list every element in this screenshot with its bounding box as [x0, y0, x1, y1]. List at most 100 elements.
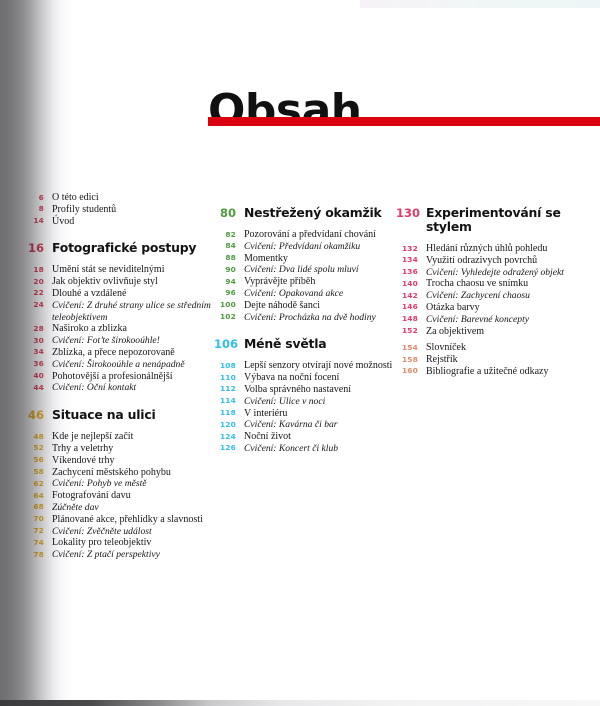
- toc-entry[interactable]: 88 Momentky: [214, 253, 394, 265]
- toc-entry[interactable]: 158 Rejstřík: [396, 354, 596, 366]
- toc-entry[interactable]: 124 Noční život: [214, 431, 394, 443]
- toc-entry[interactable]: 148 Cvičení: Barevné koncepty: [396, 314, 596, 326]
- toc-entry[interactable]: 102 Cvičení: Procházka na dvě hodiny: [214, 312, 394, 324]
- toc-entry[interactable]: 100 Dejte náhodě šanci: [214, 300, 394, 312]
- toc-section: 16 Fotografické postupy 18 Umění stát se ne…: [22, 241, 214, 394]
- toc-entry[interactable]: 74 Lokality pro teleobjektiv: [22, 537, 214, 549]
- toc-entry[interactable]: 120 Cvičení: Kavárna či bar: [214, 419, 394, 431]
- toc-entry-title: Cvičení: Pohyb ve městě: [52, 478, 147, 490]
- toc-entry-title: Bibliografie a užitečné odkazy: [426, 365, 549, 377]
- toc-entry-title: V interiéru: [244, 407, 288, 419]
- toc-section: 106 Méně světla 108 Lepší senzory otvírají …: [214, 337, 394, 454]
- toc-entry[interactable]: 6 O této edici: [22, 192, 214, 204]
- toc-entry[interactable]: 110 Výbava na noční focení: [214, 372, 394, 384]
- toc-entry-page-number: 62: [33, 478, 44, 488]
- toc-entry[interactable]: 84 Cvičení: Předvídaní okamžiku: [214, 241, 394, 253]
- toc-entry[interactable]: 70 Plánované akce, přehlídky a slavnosti: [22, 514, 214, 526]
- toc-entry[interactable]: 140 Trocha chaosu ve snímku: [396, 278, 596, 290]
- toc-entry-title: Využití odrazivych povrchů: [426, 254, 538, 266]
- toc-entry[interactable]: 72 Cvičení: Zvěčněte událost: [22, 526, 214, 538]
- toc-section-title: Experimentování se stylem: [426, 205, 561, 234]
- toc-entry-page-number: 44: [33, 382, 44, 392]
- toc-entry-title: Výbava na noční focení: [244, 372, 340, 384]
- toc-entry[interactable]: 152 Za objektivem: [396, 326, 596, 338]
- toc-entry[interactable]: 134 Využití odrazivych povrchů: [396, 255, 596, 267]
- toc-entry-page-number: 160: [401, 366, 418, 376]
- toc-entry[interactable]: 58 Zachycení městského pohybu: [22, 467, 214, 479]
- toc-section-heading[interactable]: 46 Situace na ulici: [22, 408, 214, 422]
- toc-entry-page-number: 126: [219, 443, 236, 453]
- toc-entry-title: Úvod: [52, 215, 75, 227]
- toc-entry[interactable]: 34 Zblízka, a přece nepozorovaně: [22, 347, 214, 359]
- toc-entry[interactable]: 48 Kde je nejlepší začít: [22, 431, 214, 443]
- toc-entry[interactable]: 52 Trhy a veletrhy: [22, 443, 214, 455]
- toc-entry-title: Cvičení: Procházka na dvě hodiny: [244, 311, 376, 323]
- toc-entry[interactable]: 40 Pohotovější a profesionálnější: [22, 371, 214, 383]
- toc-entry-title: Dejte náhodě šanci: [244, 299, 321, 311]
- toc-entry[interactable]: 8 Profily studentů: [22, 204, 214, 216]
- toc-entry[interactable]: 136 Cvičení: Vyhledejte odražený objekt: [396, 267, 596, 279]
- toc-entry[interactable]: 28 Naširoko a zblizka: [22, 323, 214, 335]
- toc-entry[interactable]: 142 Cvičení: Zachycení chaosu: [396, 290, 596, 302]
- toc-entry-page-number: 40: [33, 371, 44, 381]
- toc-section-heading[interactable]: 130 Experimentování se stylem: [396, 206, 596, 234]
- toc-entry-title: Cvičení: Ulice v noci: [244, 395, 326, 407]
- toc-entry-title: Cvičení: Barevné koncepty: [426, 313, 529, 325]
- toc-section-heading[interactable]: 106 Méně světla: [214, 337, 394, 351]
- toc-entry[interactable]: 30 Cvičení: Fot’te širokooúhle!: [22, 335, 214, 347]
- toc-entry[interactable]: 108 Lepší senzory otvírají nové možnosti: [214, 360, 394, 372]
- toc-entry[interactable]: 160 Bibliografie a užitečné odkazy: [396, 366, 596, 378]
- toc-entry-page-number: 88: [225, 253, 236, 263]
- toc-entry[interactable]: 18 Umění stát se neviditelnými: [22, 264, 214, 276]
- toc-entry[interactable]: 118 V interiéru: [214, 408, 394, 420]
- toc-section-heading[interactable]: 80 Nestřežený okamžik: [214, 206, 394, 220]
- toc-entry-title: Kde je nejlepší začít: [52, 431, 134, 443]
- toc-entry-page-number: 136: [401, 267, 418, 277]
- toc-entry[interactable]: 112 Volba správného nastavení: [214, 384, 394, 396]
- toc-entry-title: Cvičení: Oční kontakt: [52, 382, 137, 394]
- toc-entry[interactable]: 14 Úvod: [22, 216, 214, 228]
- toc-entry[interactable]: 62 Cvičení: Pohyb ve městě: [22, 478, 214, 490]
- toc-entry[interactable]: 24 Cvičení: Z druhé strany ulice se střed…: [22, 300, 214, 324]
- toc-entry-title: Hledání různých úhlů pohledu: [426, 243, 548, 254]
- toc-entry[interactable]: 132 Hledání různých úhlů pohledu: [396, 243, 596, 255]
- toc-entry[interactable]: 68 Zúčněte dav: [22, 502, 214, 514]
- toc-entry[interactable]: 36 Cvičení: Širokooúhle a nenápadně: [22, 359, 214, 371]
- toc-entry[interactable]: 44 Cvičení: Oční kontakt: [22, 382, 214, 394]
- toc-tail-list: 154 Slovníček 158 Rejstřík 160 Bibliografie a…: [396, 342, 596, 377]
- toc-entry[interactable]: 94 Vyprávějte příběh: [214, 276, 394, 288]
- toc-section-title: Fotografické postupy: [52, 240, 197, 256]
- toc-entry[interactable]: 126 Cvičení: Koncert či klub: [214, 443, 394, 455]
- toc-entry[interactable]: 154 Slovníček: [396, 342, 596, 354]
- toc-section-list: 48 Kde je nejlepší začít 52 Trhy a veletrhy…: [22, 431, 214, 561]
- toc-entry-page-number: 118: [219, 408, 236, 418]
- toc-preamble-list: 6 O této edici 8 Profily studentů 14 Úvod: [22, 192, 214, 227]
- toc-entry-title: Cvičení: Fot’te širokooúhle!: [52, 335, 160, 347]
- toc-entry-page-number: 78: [33, 549, 44, 559]
- toc-entry[interactable]: 114 Cvičení: Ulice v noci: [214, 396, 394, 408]
- toc-section-page-number: 106: [214, 336, 239, 351]
- toc-entry-title: Cvičení: Předvídaní okamžiku: [244, 240, 361, 252]
- toc-entry[interactable]: 146 Otázka barvy: [396, 302, 596, 314]
- toc-entry-page-number: 58: [33, 467, 44, 477]
- toc-entry[interactable]: 82 Pozorování a předvídaní chování: [214, 229, 394, 241]
- toc-section-list: 82 Pozorování a předvídaní chování 84 Cviče…: [214, 229, 394, 323]
- toc-entry-title: Cvičení: Koncert či klub: [244, 442, 339, 454]
- toc-entry[interactable]: 96 Cvičení: Opakovaná akce: [214, 288, 394, 300]
- toc-entry[interactable]: 20 Jak objektiv ovlivňuje styl: [22, 276, 214, 288]
- toc-section-list: 108 Lepší senzory otvírají nové možnosti 1…: [214, 360, 394, 454]
- title-rule: [208, 117, 600, 126]
- toc-entry[interactable]: 78 Cvičení: Z ptačí perspektivy: [22, 549, 214, 561]
- toc-entry-page-number: 74: [33, 537, 44, 547]
- toc-entry-page-number: 68: [33, 502, 44, 512]
- toc-section-heading[interactable]: 16 Fotografické postupy: [22, 241, 214, 255]
- toc-entry[interactable]: 56 Víkendové trhy: [22, 455, 214, 467]
- toc-entry-page-number: 146: [401, 302, 418, 312]
- toc-entry[interactable]: 22 Dlouhé a vzdálené: [22, 288, 214, 300]
- toc-entry-page-number: 124: [219, 431, 236, 441]
- toc-section-title: Nestřežený okamžik: [244, 205, 382, 220]
- toc-entry[interactable]: 64 Fotografování davu: [22, 490, 214, 502]
- toc-entry-page-number: 96: [225, 288, 236, 298]
- toc-section-list: 132 Hledání různých úhlů pohledu 134 Využit…: [396, 243, 596, 337]
- toc-entry[interactable]: 90 Cvičení: Dva lidé spolu mluví: [214, 264, 394, 276]
